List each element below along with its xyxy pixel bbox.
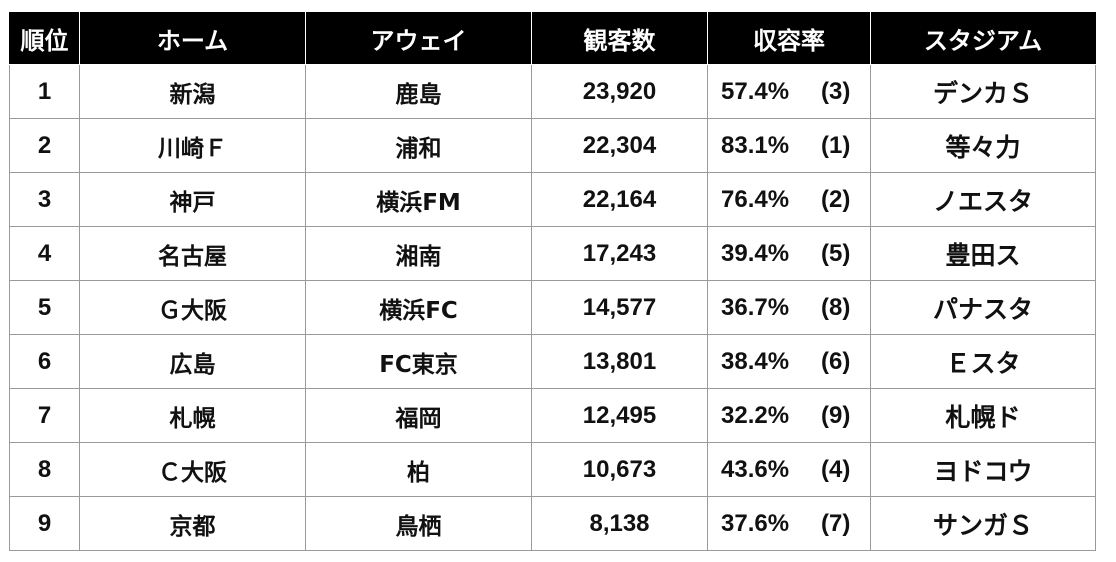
cell-attendance: 22,304 bbox=[531, 118, 708, 173]
cell-home: Ｃ大阪 bbox=[79, 442, 306, 497]
cell-capacity-rate: 38.4% (6) bbox=[707, 334, 871, 389]
cell-home: 新潟 bbox=[79, 64, 306, 119]
capacity-rate-percent: 39.4% bbox=[721, 239, 790, 267]
table-row: 3 神戸 横浜FM 22,164 76.4% (2) ノエスタ bbox=[9, 172, 1096, 227]
capacity-rate-percent: 57.4% bbox=[721, 77, 790, 105]
table-header-row: 順位 ホーム アウェイ 観客数 収容率 スタジアム bbox=[9, 12, 1096, 65]
capacity-rate-percent: 76.4% bbox=[721, 185, 790, 213]
cell-home: 名古屋 bbox=[79, 226, 306, 281]
cell-capacity-rate: 36.7% (8) bbox=[707, 280, 871, 335]
cell-away: 鹿島 bbox=[305, 64, 532, 119]
capacity-rate-rank: (1) bbox=[821, 131, 851, 159]
cell-away: 柏 bbox=[305, 442, 532, 497]
cell-capacity-rate: 39.4% (5) bbox=[707, 226, 871, 281]
cell-away: 横浜FC bbox=[305, 280, 532, 335]
table-row: 6 広島 FC東京 13,801 38.4% (6) Ｅスタ bbox=[9, 334, 1096, 389]
header-rank: 順位 bbox=[9, 12, 80, 65]
table-row: 5 Ｇ大阪 横浜FC 14,577 36.7% (8) パナスタ bbox=[9, 280, 1096, 335]
cell-capacity-rate: 37.6% (7) bbox=[707, 496, 871, 551]
capacity-rate-rank: (8) bbox=[821, 293, 851, 321]
cell-away: FC東京 bbox=[305, 334, 532, 389]
cell-stadium: 豊田ス bbox=[870, 226, 1096, 281]
cell-stadium: サンガＳ bbox=[870, 496, 1096, 551]
table-row: 8 Ｃ大阪柏 10,673 43.6% (4) ヨドコウ bbox=[9, 442, 1096, 497]
cell-stadium: 等々力 bbox=[870, 118, 1096, 173]
table-row: 7 札幌 福岡 12,495 32.2% (9) 札幌ド bbox=[9, 388, 1096, 443]
cell-rank: 8 bbox=[9, 442, 80, 497]
capacity-rate-rank: (4) bbox=[821, 455, 851, 483]
capacity-rate-rank: (9) bbox=[821, 401, 851, 429]
capacity-rate-percent: 38.4% bbox=[721, 347, 790, 375]
capacity-rate-rank: (7) bbox=[821, 509, 851, 537]
cell-capacity-rate: 76.4% (2) bbox=[707, 172, 871, 227]
header-away: アウェイ bbox=[305, 12, 532, 65]
capacity-rate-percent: 83.1% bbox=[721, 131, 790, 159]
cell-home: 川崎Ｆ bbox=[79, 118, 306, 173]
cell-rank: 6 bbox=[9, 334, 80, 389]
cell-away: 湘南 bbox=[305, 226, 532, 281]
cell-away: 浦和 bbox=[305, 118, 532, 173]
cell-home: Ｇ大阪 bbox=[79, 280, 306, 335]
table-row: 1 新潟 鹿島 23,920 57.4% (3) デンカＳ bbox=[9, 64, 1096, 119]
capacity-rate-percent: 37.6% bbox=[721, 509, 790, 537]
cell-attendance: 14,577 bbox=[531, 280, 708, 335]
cell-capacity-rate: 57.4% (3) bbox=[707, 64, 871, 119]
cell-attendance: 22,164 bbox=[531, 172, 708, 227]
cell-home: 広島 bbox=[79, 334, 306, 389]
cell-rank: 1 bbox=[9, 64, 80, 119]
table-body: 1 新潟 鹿島 23,920 57.4% (3) デンカＳ 2 川崎Ｆ 浦和 22,304 83.1%… bbox=[9, 64, 1096, 551]
capacity-rate-percent: 36.7% bbox=[721, 293, 790, 321]
cell-attendance: 13,801 bbox=[531, 334, 708, 389]
header-capacity-rate: 収容率 bbox=[707, 12, 871, 65]
cell-attendance: 10,673 bbox=[531, 442, 708, 497]
cell-rank: 4 bbox=[9, 226, 80, 281]
cell-attendance: 12,495 bbox=[531, 388, 708, 443]
cell-rank: 2 bbox=[9, 118, 80, 173]
cell-stadium: パナスタ bbox=[870, 280, 1096, 335]
cell-home: 札幌 bbox=[79, 388, 306, 443]
cell-away: 横浜FM bbox=[305, 172, 532, 227]
cell-capacity-rate: 43.6% (4) bbox=[707, 442, 871, 497]
cell-attendance: 17,243 bbox=[531, 226, 708, 281]
cell-stadium: Ｅスタ bbox=[870, 334, 1096, 389]
cell-stadium: ヨドコウ bbox=[870, 442, 1096, 497]
capacity-rate-rank: (3) bbox=[821, 77, 851, 105]
cell-capacity-rate: 83.1% (1) bbox=[707, 118, 871, 173]
cell-away: 鳥栖 bbox=[305, 496, 532, 551]
attendance-table-container: 順位 ホーム アウェイ 観客数 収容率 スタジアム 1 新潟 鹿島 23,920 57.… bbox=[9, 12, 1096, 551]
capacity-rate-rank: (5) bbox=[821, 239, 851, 267]
cell-rank: 3 bbox=[9, 172, 80, 227]
cell-stadium: 札幌ド bbox=[870, 388, 1096, 443]
header-home: ホーム bbox=[79, 12, 306, 65]
header-stadium: スタジアム bbox=[870, 12, 1096, 65]
cell-rank: 9 bbox=[9, 496, 80, 551]
cell-home: 神戸 bbox=[79, 172, 306, 227]
cell-attendance: 23,920 bbox=[531, 64, 708, 119]
header-attendance: 観客数 bbox=[531, 12, 708, 65]
table-row: 4 名古屋 湘南 17,243 39.4% (5) 豊田ス bbox=[9, 226, 1096, 281]
cell-attendance: 8,138 bbox=[531, 496, 708, 551]
capacity-rate-rank: (2) bbox=[821, 185, 851, 213]
cell-capacity-rate: 32.2% (9) bbox=[707, 388, 871, 443]
cell-stadium: デンカＳ bbox=[870, 64, 1096, 119]
cell-home: 京都 bbox=[79, 496, 306, 551]
cell-away: 福岡 bbox=[305, 388, 532, 443]
table-row: 2 川崎Ｆ 浦和 22,304 83.1% (1) 等々力 bbox=[9, 118, 1096, 173]
cell-rank: 7 bbox=[9, 388, 80, 443]
attendance-table: 順位 ホーム アウェイ 観客数 収容率 スタジアム 1 新潟 鹿島 23,920 57.… bbox=[9, 12, 1096, 551]
table-row: 9 京都 鳥栖 8,138 37.6% (7) サンガＳ bbox=[9, 496, 1096, 551]
cell-rank: 5 bbox=[9, 280, 80, 335]
capacity-rate-percent: 43.6% bbox=[721, 455, 790, 483]
cell-stadium: ノエスタ bbox=[870, 172, 1096, 227]
capacity-rate-rank: (6) bbox=[821, 347, 851, 375]
capacity-rate-percent: 32.2% bbox=[721, 401, 790, 429]
